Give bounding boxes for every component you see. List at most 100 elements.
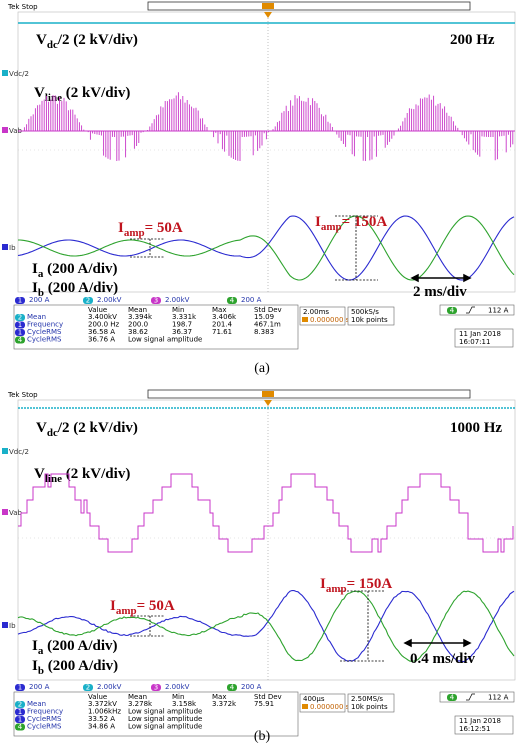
vline-label-main: V (34, 85, 45, 101)
vdc-label-rest: /2 (2 kV/div) (57, 420, 138, 436)
trigger-level: 112 A (488, 307, 509, 315)
iamp-low-label-rest: = 50A (145, 220, 183, 236)
vline-label-rest: (2 kV/div) (62, 85, 130, 101)
trigger-level: 112 A (488, 694, 509, 702)
channel-scale: 2.00kV (97, 296, 122, 304)
vline-label-rest: (2 kV/div) (62, 466, 130, 482)
channel-scale: 2.00kV (97, 683, 122, 691)
channel-number: 4 (450, 307, 455, 315)
scope-status: Tek Stop (7, 391, 38, 399)
iamp-high-label-sub: amp (321, 221, 342, 233)
iamp-high-label-rest: = 150A (342, 214, 388, 230)
date: 11 Jan 2018 (459, 717, 501, 725)
channel-scale: 200 A (29, 296, 50, 304)
ia-label: Ia (200 A/div) (32, 261, 118, 280)
iamp-low-label-sub: amp (124, 227, 145, 239)
marker-icon (2, 244, 8, 250)
vdc-label-main: V (36, 420, 47, 436)
vline-label-main: V (34, 466, 45, 482)
iamp-high-label-rest: = 150A (347, 576, 393, 592)
table-cell: Low signal amplitude (128, 723, 202, 731)
trigger-position: 0.000000 s (310, 316, 350, 324)
ia-label-rest: (200 A/div) (43, 638, 117, 654)
screen-frame (18, 12, 515, 292)
record-length: 10k points (351, 316, 388, 324)
time-div-label: 0.4 ms/div (410, 651, 476, 667)
table-cell: 3.372k (212, 700, 237, 708)
record-length: 10k points (351, 703, 388, 711)
channel-number: 1 (18, 297, 22, 305)
iamp-low-label: Iamp= 50A (118, 220, 183, 239)
channel-number: 4 (18, 336, 23, 344)
ib-label: Ib (200 A/div) (32, 658, 118, 677)
trigger-position: 0.000000 s (310, 703, 350, 711)
time: 16:07:11 (459, 338, 490, 346)
table-cell: 36.76 A (88, 336, 115, 344)
table-cell: 34.86 A (88, 723, 115, 731)
timebase: 2.00ms (303, 308, 329, 316)
time-arrow (405, 640, 470, 646)
vdc-label-sub: dc (47, 427, 58, 439)
iamp-high-label: Iamp= 150A (315, 214, 387, 233)
vab-trace (18, 474, 513, 552)
trigger-marker (264, 12, 272, 18)
iamp-high-label: Iamp= 150A (320, 576, 392, 595)
record-bar (148, 2, 470, 10)
ib-label-rest: (200 A/div) (44, 658, 118, 674)
channel-number: 4 (18, 723, 23, 731)
record-window (262, 391, 274, 397)
channel-marker: Ib (9, 622, 16, 630)
channel-scale: 200 A (29, 683, 50, 691)
frequency-label: 1000 Hz (450, 420, 502, 436)
channel-number: 3 (154, 684, 158, 692)
table-cell: 71.61 (212, 328, 232, 336)
figure: Tek Stop Vdc/2 (2 kV/div) 200 Hz Vline (2 k… (0, 0, 516, 747)
table-cell: 75.91 (254, 700, 274, 708)
vdc-label: Vdc/2 (2 kV/div) (36, 420, 138, 439)
channel-number: 4 (230, 297, 235, 305)
vdc-label-main: V (36, 32, 47, 48)
marker-icon (2, 509, 8, 515)
caption: (b) (254, 729, 271, 744)
channel-number: 2 (86, 297, 90, 305)
delay-icon (302, 704, 308, 709)
timebase: 400µs (303, 695, 325, 703)
caption: (a) (254, 361, 270, 376)
channel-number: 4 (230, 684, 235, 692)
channel-scale: 2.00kV (165, 296, 190, 304)
record-bar (148, 390, 470, 398)
sample-rate: 2.50MS/s (351, 695, 383, 703)
vdc-label: Vdc/2 (2 kV/div) (36, 32, 138, 51)
channel-marker: Vdc/2 (9, 70, 29, 78)
time: 16:12:51 (459, 725, 490, 733)
channel-scale: 200 A (241, 683, 262, 691)
marker-icon (2, 70, 8, 76)
channel-scale: 2.00kV (165, 683, 190, 691)
scope-status: Tek Stop (7, 3, 38, 11)
vline-label-sub: line (45, 473, 62, 485)
iamp-high-label-sub: amp (326, 583, 347, 595)
iamp-low-label-rest: = 50A (137, 598, 175, 614)
vdc-label-sub: dc (47, 39, 58, 51)
channel-number: 2 (86, 684, 90, 692)
channel-scale: 200 A (241, 296, 262, 304)
row-name: CycleRMS (27, 336, 62, 344)
marker-icon (2, 622, 8, 628)
table-cell: 8.383 (254, 328, 274, 336)
channel-number: 3 (154, 297, 158, 305)
delay-icon (302, 317, 308, 322)
iamp-low-label-sub: amp (116, 605, 137, 617)
row-name: CycleRMS (27, 723, 62, 731)
channel-number: 1 (18, 684, 22, 692)
panel: Tek Stop Vdc/2 (2 kV/div) 1000 Hz Vline (2 … (2, 390, 515, 744)
frequency-label: 200 Hz (450, 32, 495, 48)
date: 11 Jan 2018 (459, 330, 501, 338)
table-cell: Low signal amplitude (128, 336, 202, 344)
record-window (262, 3, 274, 9)
sample-rate: 500kS/s (351, 308, 379, 316)
ib-label-rest: (200 A/div) (44, 280, 118, 296)
time-div-label: 2 ms/div (413, 284, 467, 300)
channel-marker: Vdc/2 (9, 448, 29, 456)
channel-number: 4 (450, 694, 455, 702)
